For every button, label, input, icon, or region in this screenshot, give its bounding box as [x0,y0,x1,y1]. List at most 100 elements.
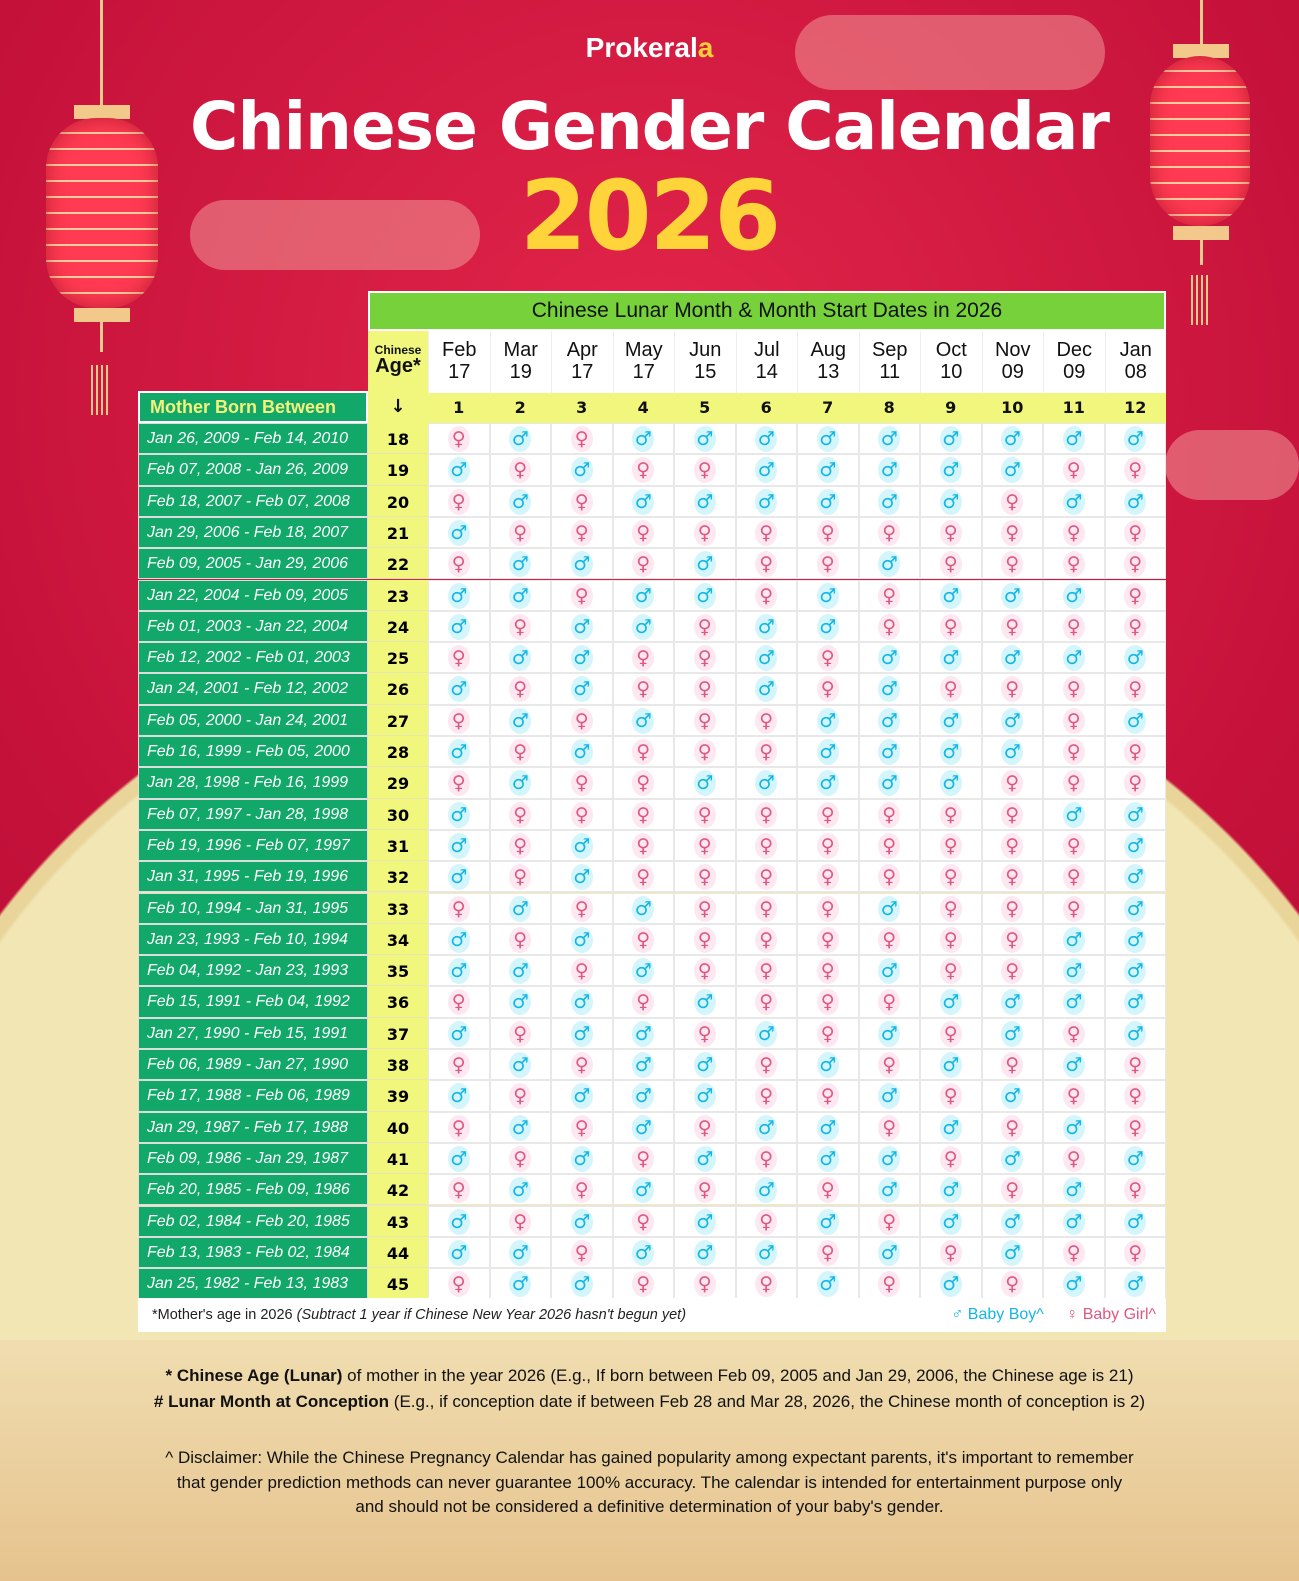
male-symbol-icon: ♂ [816,1145,839,1172]
note-lunar-month: # Lunar Month at Conception (E.g., if co… [0,1392,1299,1412]
female-symbol-icon: ♀ [878,989,901,1016]
male-symbol-icon: ♂ [447,801,470,828]
gender-cell: ♂ [858,673,920,705]
female-symbol-icon: ♀ [1124,457,1147,484]
gender-cell: ♀ [1043,673,1105,705]
male-symbol-icon: ♂ [570,1208,593,1235]
gender-cell: ♀ [735,548,797,580]
female-symbol-icon: ♀ [816,926,839,953]
female-symbol-icon: ♀ [632,457,655,484]
gender-cell: ♂ [920,1049,982,1081]
chinese-age: 34 [368,923,428,956]
gender-cell: ♀ [428,704,490,736]
female-symbol-icon: ♀ [1001,488,1024,515]
female-symbol-icon: ♀ [693,1020,716,1047]
gender-cell: ♂ [551,1268,613,1300]
gender-cell: ♀ [612,861,674,893]
male-symbol-icon: ♂ [1001,1145,1024,1172]
male-symbol-icon: ♂ [755,1239,778,1266]
gender-cell: ♀ [797,1174,859,1206]
gender-cell: ♀ [1043,829,1105,862]
female-symbol-icon: ♀ [693,958,716,985]
female-symbol-icon: ♀ [509,613,532,640]
gender-cell: ♀ [674,861,736,893]
male-symbol-icon: ♂ [816,1114,839,1141]
female-symbol-icon: ♀ [939,926,962,953]
gender-cell: ♂ [674,1142,736,1175]
chinese-age: 45 [368,1268,428,1300]
female-symbol-icon: ♀ [509,1208,532,1235]
gender-cell: ♀ [735,955,797,987]
chinese-age: 26 [368,673,428,705]
chinese-age: 41 [368,1142,428,1175]
gender-cell: ♀ [858,516,920,549]
month-number-row [368,393,1166,423]
mother-born-range: Feb 12, 2002 - Feb 01, 2003 [138,642,368,674]
male-symbol-icon: ♂ [878,958,901,985]
male-symbol-icon: ♂ [632,613,655,640]
male-symbol-icon: ♂ [509,895,532,922]
gender-cell: ♀ [674,892,736,924]
male-symbol-icon: ♂ [939,426,962,452]
gender-cell: ♂ [551,642,613,674]
table-row: Jan 26, 2009 - Feb 14, 2010 18 ♀ ♂ ♀ ♂ ♂ ♂ ♂ ♂ ♂ ♂ ♂… [138,423,1166,455]
month-name: Sep [871,339,908,361]
gender-cell: ♀ [981,767,1043,799]
male-symbol-icon: ♂ [755,426,778,452]
female-symbol-icon: ♀ [693,864,716,891]
male-symbol-icon: ♂ [878,676,901,703]
gender-cell: ♀ [612,454,674,486]
gender-cell: ♂ [1104,892,1166,924]
gender-cell: ♀ [1104,548,1166,580]
female-symbol-icon: ♀ [1001,832,1024,859]
male-symbol-icon: ♂ [693,1083,716,1110]
female-symbol-icon: ♀ [693,739,716,765]
female-symbol-icon: ♀ [693,1271,716,1298]
chinese-age: 39 [368,1080,428,1112]
female-symbol-icon: ♀ [755,958,778,985]
male-symbol-icon: ♂ [816,707,839,734]
gender-cell: ♀ [981,548,1043,580]
female-symbol-icon: ♀ [816,645,839,672]
female-symbol-icon: ♀ [447,895,470,922]
female-symbol-icon: ♀ [570,801,593,828]
female-symbol-icon: ♀ [939,676,962,703]
male-symbol-icon: ♂ [693,1052,716,1078]
female-symbol-icon: ♀ [509,801,532,828]
female-symbol-icon: ♀ [755,926,778,953]
gender-cell: ♂ [797,767,859,799]
chinese-age: 27 [368,704,428,736]
gender-cell: ♂ [428,736,490,768]
female-symbol-icon: ♀ [939,1145,962,1172]
male-symbol-icon: ♂ [878,488,901,515]
chinese-age: 25 [368,642,428,674]
month-start-day: 17 [632,361,655,383]
gender-cell: ♀ [489,673,551,705]
gender-cell: ♀ [981,923,1043,956]
female-symbol-icon: ♀ [1062,551,1085,578]
male-symbol-icon: ♂ [878,645,901,672]
table-row: Feb 02, 1984 - Feb 20, 1985 43 ♂ ♀ ♂ ♀ ♂ ♀ ♂ ♀ ♂ ♂ ♂… [138,1205,1166,1237]
male-symbol-icon: ♂ [632,582,655,609]
male-symbol-icon: ♂ [755,676,778,703]
gender-cell: ♂ [797,1142,859,1175]
lunar-month-number: 1 [453,398,465,417]
gender-cell: ♀ [612,642,674,674]
gender-cell: ♂ [674,767,736,799]
lunar-month-number: 3 [576,398,588,417]
mother-born-range: Jan 29, 2006 - Feb 18, 2007 [138,516,368,549]
gender-cell: ♀ [1043,1017,1105,1049]
female-symbol-icon: ♀ [570,488,593,515]
female-symbol-icon: ♀ [693,707,716,734]
female-symbol-icon: ♀ [1124,582,1147,609]
gender-cell: ♂ [1043,986,1105,1018]
female-symbol-icon: ♀ [693,1114,716,1141]
male-symbol-icon: ♂ [816,457,839,484]
table-row: Feb 10, 1994 - Jan 31, 1995 33 ♀ ♂ ♀ ♂ ♀ ♀ ♀ ♂ ♀ ♀ ♀… [138,892,1166,924]
table-row: Feb 06, 1989 - Jan 27, 1990 38 ♀ ♂ ♀ ♂ ♂ ♀ ♂ ♀ ♂ ♀ ♂… [138,1049,1166,1081]
female-symbol-icon: ♀ [693,457,716,484]
gender-cell: ♂ [858,548,920,580]
male-symbol-icon: ♂ [1124,801,1147,828]
gender-cell: ♀ [735,892,797,924]
gender-cell: ♂ [735,423,797,455]
